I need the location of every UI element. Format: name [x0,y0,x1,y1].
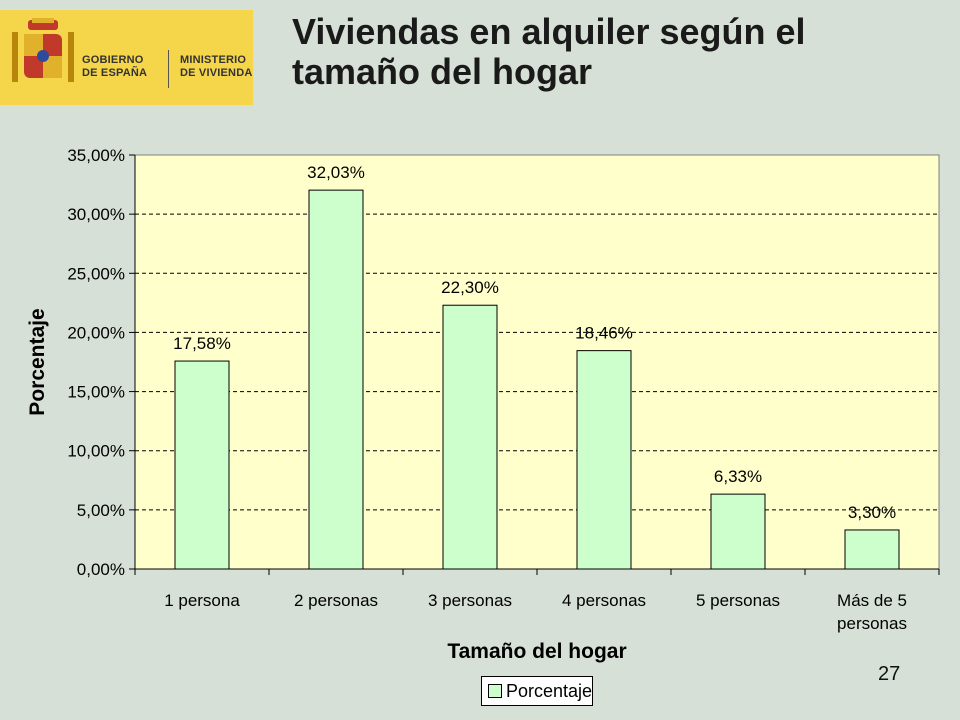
bar [308,189,364,570]
coat-of-arms-icon [12,18,74,82]
chart-legend: Porcentaje [481,676,593,706]
y-tick-label: 10,00% [67,442,125,461]
bar [710,493,766,570]
bar [442,304,498,570]
y-tick-label: 15,00% [67,383,125,402]
bar [844,529,900,570]
x-tick-label: personas [837,614,907,633]
logo-divider [168,50,169,88]
government-logo: GOBIERNO DE ESPAÑA MINISTERIO DE VIVIEND… [0,10,253,105]
y-tick-label: 25,00% [67,264,125,283]
x-axis-title: Tamaño del hogar [447,640,626,663]
y-tick-label: 0,00% [77,560,125,579]
data-label: 6,33% [714,467,762,486]
data-label: 32,03% [307,163,365,182]
data-label: 18,46% [575,324,633,343]
y-tick-label: 35,00% [67,146,125,165]
bar [576,350,632,570]
x-tick-label: Más de 5 [837,591,907,610]
logo-text-ministry: MINISTERIO DE VIVIENDA [180,54,253,79]
y-axis-title: Porcentaje [26,308,49,415]
y-tick-label: 20,00% [67,323,125,342]
x-tick-label: 1 persona [164,591,240,610]
data-label: 17,58% [173,334,231,353]
y-tick-label: 5,00% [77,501,125,520]
legend-swatch [488,684,502,698]
slide-title: Viviendas en alquiler según el tamaño de… [292,12,942,92]
legend-label: Porcentaje [505,680,592,701]
plot-area [135,155,939,569]
y-tick-label: 30,00% [67,205,125,224]
data-label: 22,30% [441,278,499,297]
page-number: 27 [878,663,901,685]
slide-title-line-1: Viviendas en alquiler según el [292,11,806,52]
x-tick-label: 3 personas [428,591,512,610]
data-label: 3,30% [848,503,896,522]
x-tick-label: 2 personas [294,591,378,610]
bar [174,360,230,570]
x-tick-label: 4 personas [562,591,646,610]
logo-text-government: GOBIERNO DE ESPAÑA [82,54,148,79]
slide-title-line-2: tamaño del hogar [292,51,593,92]
x-tick-label: 5 personas [696,591,780,610]
